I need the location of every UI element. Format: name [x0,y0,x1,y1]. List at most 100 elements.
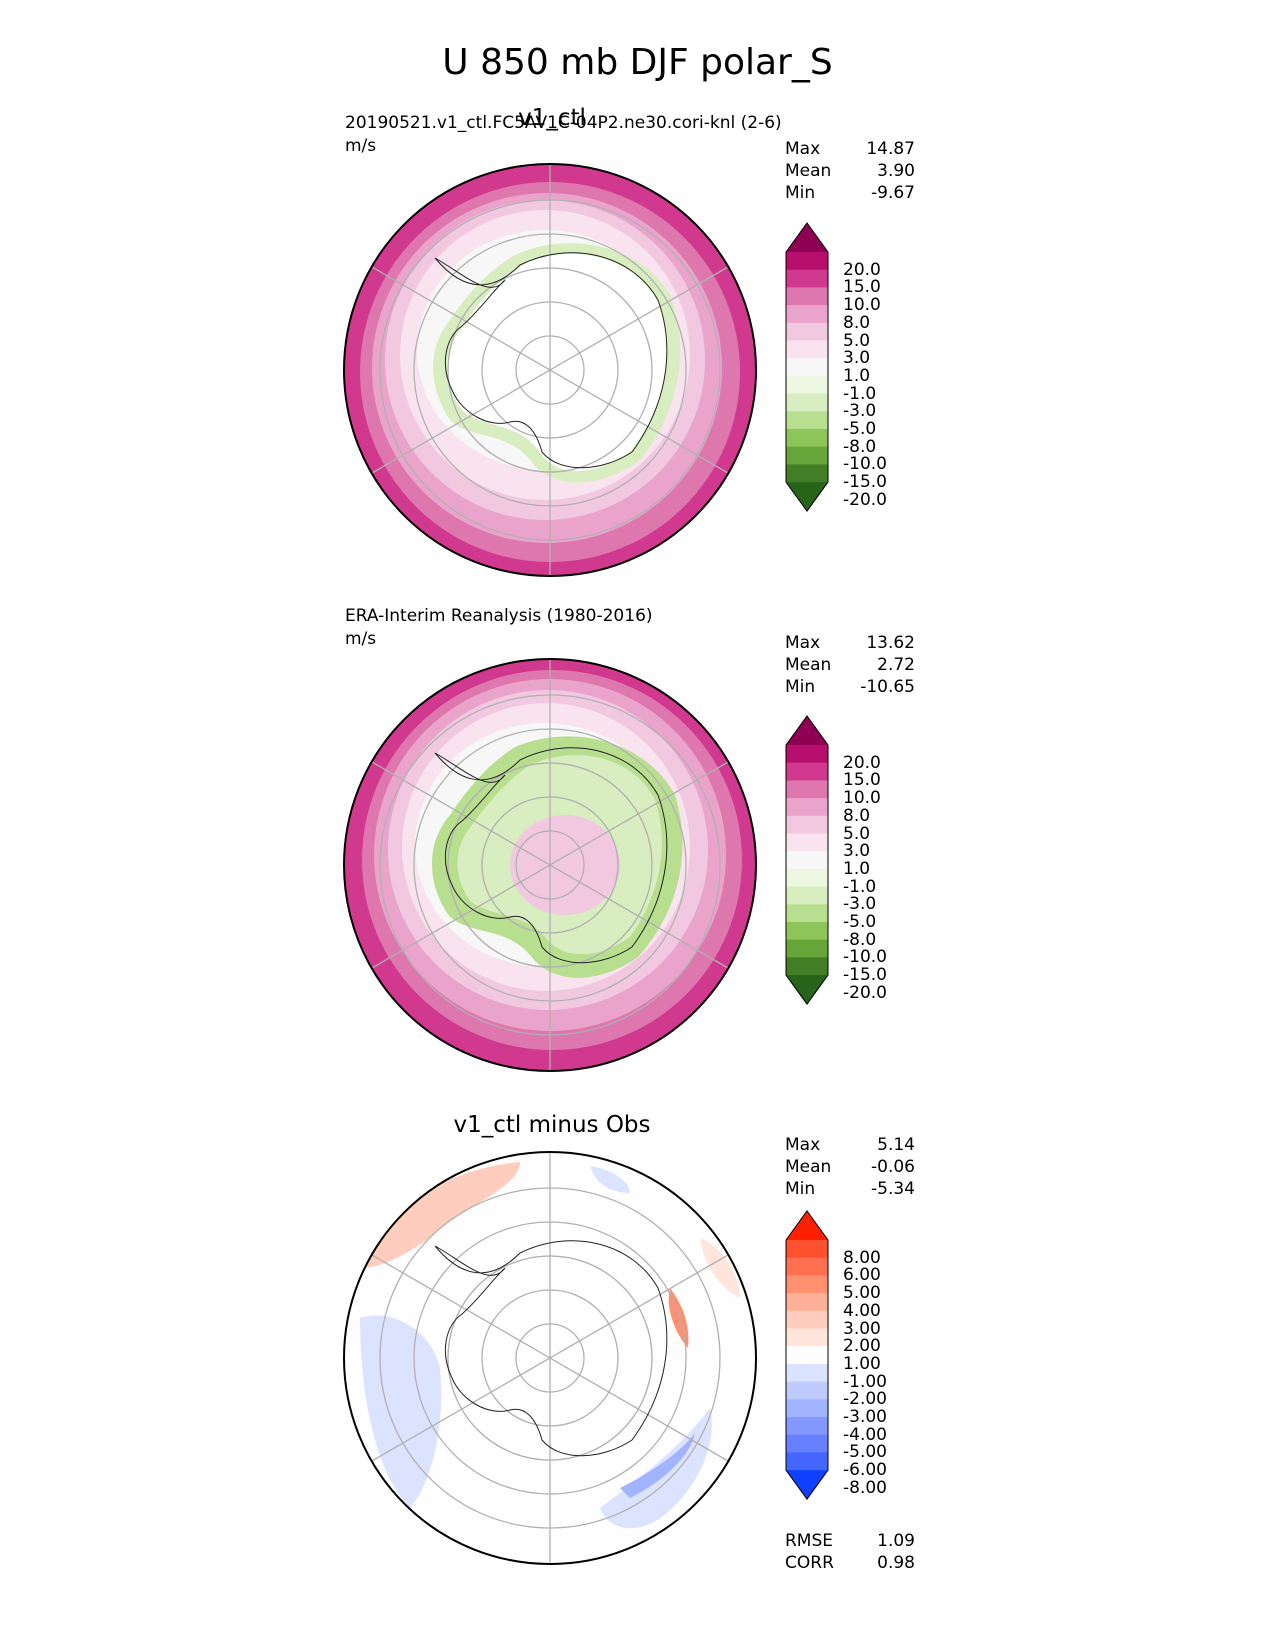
colorbar-tick-label: 2.00 [843,1336,881,1357]
colorbar-tick-label: 20.0 [843,259,881,280]
colorbar-band [786,815,828,834]
panel2-polar-map [343,658,757,1072]
colorbar-tick-label: 10.0 [843,788,881,809]
colorbar-tick-label: -1.0 [843,876,877,897]
colorbar-band [786,252,828,271]
colorbar-extend-bottom [786,482,828,512]
panel1-run-label: 20190521.v1_ctl.FC5AV1C-04P2.ne30.cori-k… [345,113,782,133]
colorbar-band [786,904,828,923]
colorbar-band [786,1293,828,1312]
colorbar-band [786,1381,828,1400]
colorbar-tick-label: -5.0 [843,912,877,932]
colorbar-tick-label: 1.0 [843,858,871,879]
corr-label: CORR [785,1553,834,1573]
panel1-polar-map [343,163,757,577]
panel2-stat-mean-value: 2.72 [877,655,915,675]
colorbar-band [786,1310,828,1329]
panel3-positive-nw [360,1162,520,1268]
colorbar-band [786,375,828,395]
colorbar-tick-label: -8.0 [843,929,877,950]
colorbar-band [786,1363,828,1383]
panel3-negative-ne [590,1166,630,1193]
colorbar-tick-label: 6.00 [843,1265,881,1286]
colorbar-tick-label: -1.0 [843,383,877,404]
colorbar-extend-bottom [786,975,828,1005]
panel1-stats: Max 14.87 Mean 3.90 Min -9.67 [785,138,915,204]
colorbar-tick-label: 4.00 [843,1300,881,1321]
colorbar-band [786,1275,828,1294]
colorbar-extend-top [786,716,828,745]
panel3-stat-max-value: 5.14 [877,1135,915,1155]
colorbar-tick-label: 5.0 [843,823,871,844]
colorbar-band [786,1417,828,1436]
rmse-value: 1.09 [877,1531,915,1551]
panel2-interior-positive [510,815,620,915]
panel3-negative-se-core [620,1433,695,1498]
colorbar-band [786,1434,828,1453]
panel1-stat-min-value: -9.67 [871,183,915,203]
colorbar-tick-label: -3.00 [843,1407,887,1427]
colorbar-tick-label: -3.0 [843,401,877,422]
colorbar-band [786,1399,828,1418]
colorbar-band [786,833,828,852]
colorbar-band [786,798,828,817]
colorbar-band [786,269,828,288]
colorbar-band [786,957,828,976]
colorbar-tick-label: 5.00 [843,1283,881,1304]
panel2-stat-max-value: 13.62 [866,633,915,653]
panel2-graticule [371,659,729,1071]
colorbar-band [786,851,828,870]
colorbar-tick-label: 3.00 [843,1318,881,1339]
colorbar-tick-label: -5.00 [843,1442,887,1463]
panel3-graticule [371,1152,729,1564]
colorbar-tick-label: 15.0 [843,277,881,298]
colorbar-tick-label: 1.0 [843,365,871,386]
panel1-antarctic-interior [446,253,667,471]
colorbar-extend-top [786,223,828,252]
colorbar-tick-label: 10.0 [843,295,881,316]
panel3-stats: Max 5.14 Mean -0.06 Min -5.34 [785,1134,915,1200]
colorbar-tick-label: -3.0 [843,894,877,915]
colorbar-band [786,1452,828,1471]
colorbar-band [786,939,828,958]
panel2-stat-mean-label: Mean [785,655,832,675]
colorbar-tick-label: 1.00 [843,1353,881,1374]
panel1-title: v1_ctl [518,105,586,131]
panel1-units: m/s [345,136,377,156]
panel3-stat-mean-label: Mean [785,1157,832,1177]
colorbar-band [786,780,828,799]
colorbar-tick-label: -1.00 [843,1371,887,1392]
corr-value: 0.98 [877,1553,915,1573]
colorbar-band [786,446,828,465]
colorbar-tick-label: -4.00 [843,1424,887,1445]
panel3-polar-map [343,1151,757,1565]
colorbar-tick-label: -15.0 [843,472,887,493]
colorbar-band [786,1328,828,1347]
panel2-dataset-label: ERA-Interim Reanalysis (1980-2016) [345,606,653,626]
colorbar-tick-label: -20.0 [843,982,887,1003]
colorbar-tick-label: -2.00 [843,1389,887,1410]
panel3-colorbar: 8.00 6.00 5.00 4.00 3.00 2.00 1.00 -1.00 -2.00 -3… [785,1210,895,1510]
panel3-positive-e [700,1238,740,1298]
panel2-units: m/s [345,629,377,649]
colorbar-band [786,1257,828,1276]
colorbar-band [786,922,828,941]
colorbar-tick-label: 3.0 [843,348,871,369]
colorbar-band [786,358,828,377]
panel2-stat-min-label: Min [785,677,816,697]
colorbar-tick-label: 15.0 [843,770,881,791]
colorbar-extend-top [786,1211,828,1240]
rmse-label: RMSE [785,1531,834,1551]
colorbar-band [786,340,828,359]
colorbar-band [786,393,828,412]
panel1-coastline [434,252,668,469]
colorbar-tick-label: -8.0 [843,436,877,457]
colorbar-tick-label: -6.00 [843,1460,887,1481]
colorbar-band [786,411,828,430]
panel2-colorbar: 20.0 15.0 10.0 8.0 5.0 3.0 1.0 -1.0 -3.0 -5.0 -8.0… [785,715,895,1015]
colorbar-band [786,322,828,341]
panel1-stat-mean-label: Mean [785,161,832,181]
panel1-stat-mean-value: 3.90 [877,161,915,181]
panel3-title: v1_ctl minus Obs [453,1112,651,1138]
colorbar-band [786,762,828,781]
